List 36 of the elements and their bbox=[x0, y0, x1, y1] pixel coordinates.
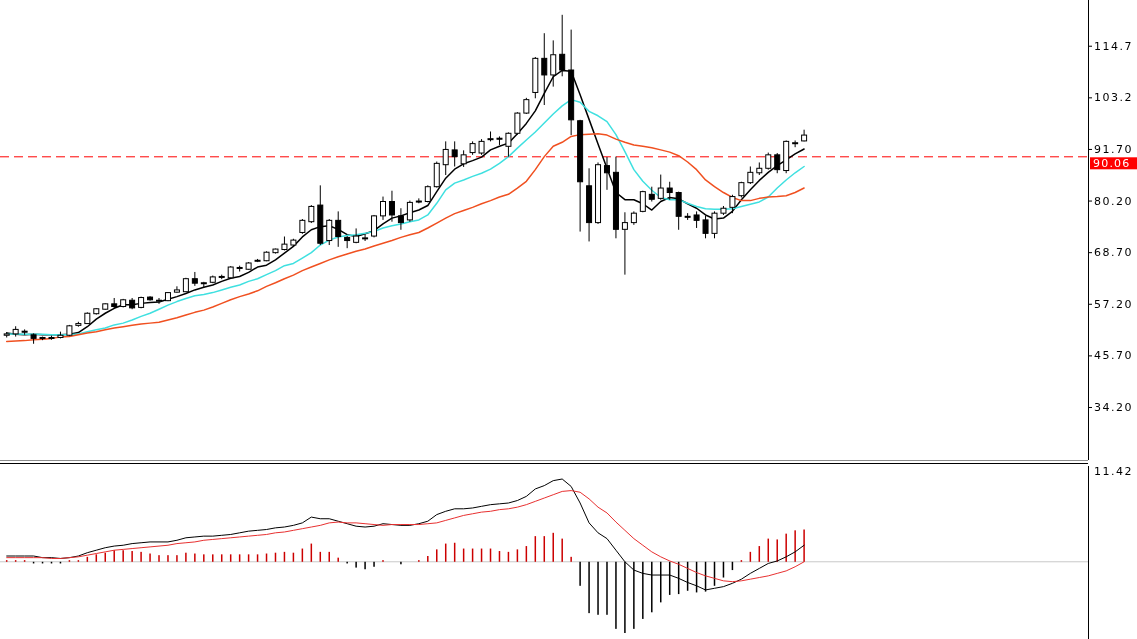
y-tick-label: 103.2 bbox=[1094, 91, 1133, 105]
candlestick bbox=[711, 210, 718, 239]
y-tick-label: 45.70 bbox=[1094, 349, 1133, 363]
y-tick-label: 114.7 bbox=[1094, 39, 1133, 53]
candlestick bbox=[505, 131, 512, 158]
candlestick bbox=[774, 152, 781, 174]
candlestick bbox=[326, 218, 333, 246]
candlestick bbox=[191, 271, 198, 287]
candlestick bbox=[603, 156, 610, 191]
candlestick bbox=[675, 191, 682, 231]
y-tick-label: 34.20 bbox=[1094, 400, 1133, 414]
y-tick-label: 57.20 bbox=[1094, 297, 1133, 311]
y-tick-label: 91.70 bbox=[1094, 142, 1133, 156]
candlestick bbox=[156, 297, 163, 305]
candlestick bbox=[397, 207, 404, 231]
candlestick bbox=[353, 227, 360, 244]
candlestick bbox=[406, 200, 413, 223]
y-tick-label: 80.20 bbox=[1094, 194, 1133, 208]
candlestick bbox=[173, 285, 180, 294]
candlestick bbox=[514, 111, 521, 136]
ref-line-label: 90.06 bbox=[1093, 157, 1131, 171]
candlestick bbox=[362, 233, 369, 242]
candlestick bbox=[388, 190, 395, 223]
candlestick bbox=[792, 139, 799, 148]
line-series bbox=[5, 132, 805, 343]
candlestick bbox=[729, 194, 736, 214]
candlestick bbox=[380, 196, 386, 221]
y-tick-label: 68.70 bbox=[1094, 246, 1133, 260]
text: 11.42 bbox=[1094, 464, 1133, 478]
candlestick bbox=[451, 140, 458, 167]
candlestick bbox=[433, 161, 440, 189]
candlestick bbox=[702, 215, 709, 239]
candlestick bbox=[335, 210, 342, 248]
candlestick bbox=[621, 211, 628, 276]
candlestick bbox=[442, 140, 449, 176]
candlestick bbox=[657, 174, 664, 201]
